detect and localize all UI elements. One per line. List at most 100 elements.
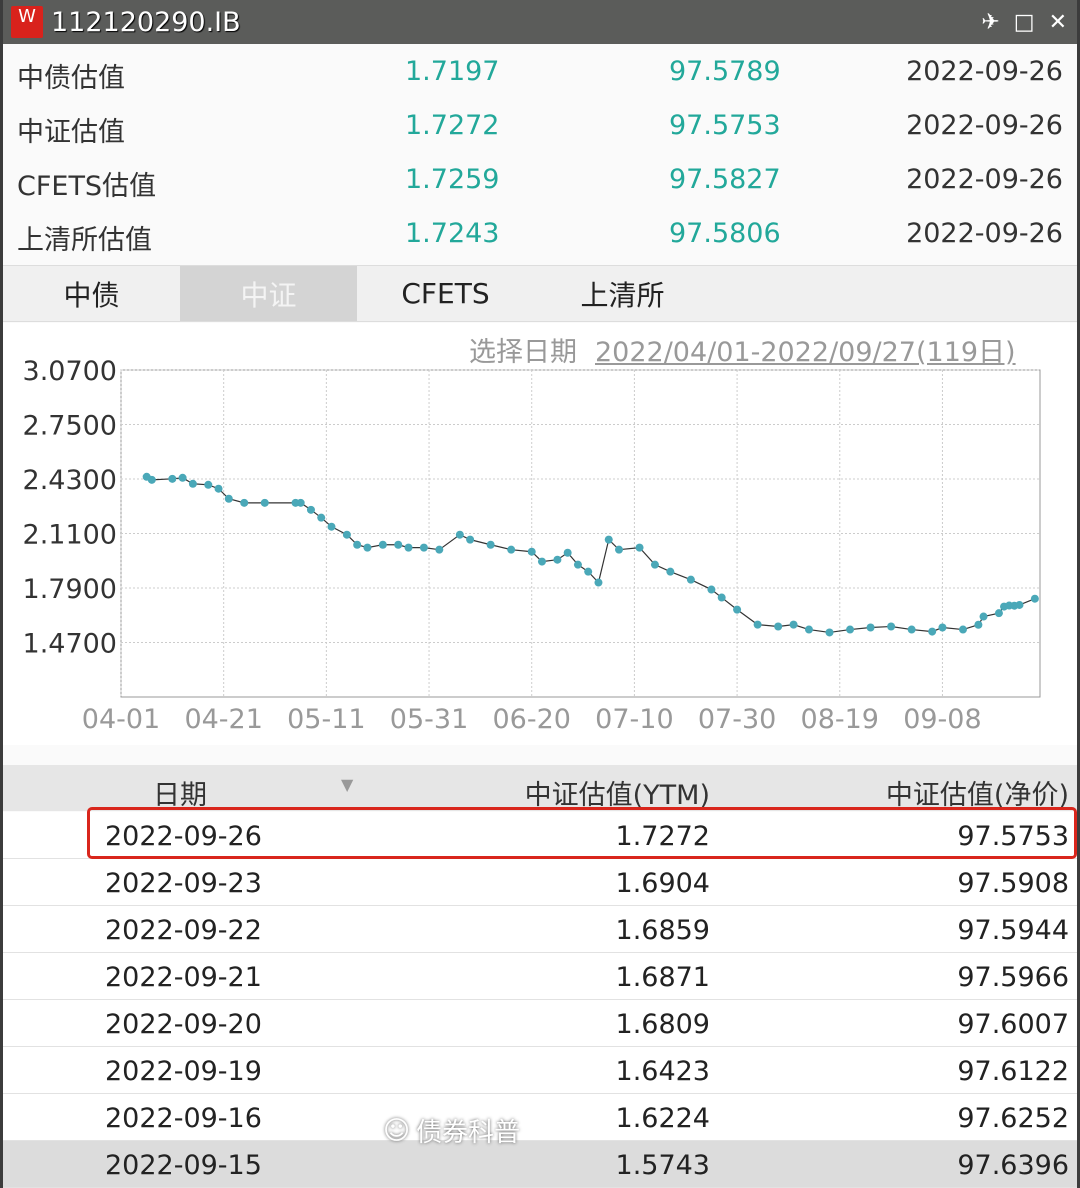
data-point bbox=[979, 612, 988, 621]
table-row[interactable]: 2022-09-19 1.6423 97.6122 bbox=[3, 1047, 1077, 1094]
column-header-ytm[interactable]: 中证估值(YTM) bbox=[524, 780, 710, 811]
cell-date: 2022-09-19 bbox=[105, 1056, 262, 1087]
data-point bbox=[527, 547, 536, 556]
table-row[interactable]: 2022-09-22 1.6859 97.5944 bbox=[3, 906, 1077, 953]
tab-2[interactable]: CFETS bbox=[401, 277, 490, 310]
tab-1[interactable]: 中证 bbox=[180, 266, 357, 321]
x-tick-label: 05-31 bbox=[390, 704, 468, 735]
cell-ytm: 1.5743 bbox=[615, 1150, 710, 1181]
data-point bbox=[455, 530, 464, 539]
data-point bbox=[306, 505, 315, 514]
cell-ytm: 1.6224 bbox=[615, 1103, 710, 1134]
cell-ytm: 1.6859 bbox=[615, 915, 710, 946]
valuation-row: 中证估值 1.7272 97.5753 2022-09-26 bbox=[3, 98, 1077, 152]
data-point bbox=[353, 540, 362, 549]
data-point bbox=[317, 513, 326, 522]
maximize-icon[interactable]: □ bbox=[1013, 9, 1035, 35]
table-row[interactable]: 2022-09-20 1.6809 97.6007 bbox=[3, 1000, 1077, 1047]
valuation-label: 中债估值 bbox=[17, 63, 125, 94]
data-point bbox=[604, 535, 613, 544]
data-point bbox=[240, 498, 249, 507]
tab-0[interactable]: 中债 bbox=[63, 278, 120, 312]
data-point bbox=[419, 543, 428, 552]
valuation-date: 2022-09-26 bbox=[906, 110, 1063, 141]
x-tick-label: 05-11 bbox=[287, 704, 365, 735]
data-point bbox=[717, 593, 726, 602]
data-point bbox=[774, 622, 783, 631]
data-point bbox=[887, 622, 896, 631]
table-row[interactable]: 2022-09-16 1.6224 97.6252 bbox=[3, 1094, 1077, 1141]
x-tick-label: 08-19 bbox=[801, 704, 879, 735]
cell-ytm: 1.7272 bbox=[615, 821, 710, 852]
data-point bbox=[507, 545, 516, 554]
data-point bbox=[378, 540, 387, 549]
title-bar[interactable]: W 112120290.IB ✈ □ ✕ bbox=[3, 0, 1077, 44]
cell-date: 2022-09-22 bbox=[105, 915, 262, 946]
wind-logo-icon: W bbox=[11, 6, 43, 38]
column-header-date[interactable]: 日期 bbox=[153, 780, 207, 811]
data-point bbox=[435, 545, 444, 554]
table-row[interactable]: 2022-09-26 1.7272 97.5753 bbox=[3, 812, 1077, 859]
data-point bbox=[928, 627, 937, 636]
cell-price: 97.6252 bbox=[957, 1103, 1069, 1134]
valuation-date: 2022-09-26 bbox=[906, 56, 1063, 87]
valuation-label: 中证估值 bbox=[17, 117, 125, 148]
valuation-price: 97.5827 bbox=[669, 164, 781, 195]
date-range-link[interactable]: 2022/04/01-2022/09/27(119日) bbox=[595, 337, 1016, 368]
data-point bbox=[866, 623, 875, 632]
table-row[interactable]: 2022-09-23 1.6904 97.5908 bbox=[3, 859, 1077, 906]
valuation-row: CFETS估值 1.7259 97.5827 2022-09-26 bbox=[3, 152, 1077, 206]
x-tick-label: 04-21 bbox=[184, 704, 262, 735]
valuation-price: 97.5806 bbox=[669, 218, 781, 249]
cell-ytm: 1.6871 bbox=[615, 962, 710, 993]
wechat-icon: ☺ bbox=[383, 1115, 411, 1146]
data-point bbox=[804, 625, 813, 634]
data-point bbox=[188, 479, 197, 488]
valuation-row: 中债估值 1.7197 97.5789 2022-09-26 bbox=[3, 44, 1077, 98]
x-tick-label: 06-20 bbox=[492, 704, 570, 735]
data-point bbox=[178, 473, 187, 482]
close-icon[interactable]: ✕ bbox=[1048, 9, 1067, 35]
x-tick-label: 07-30 bbox=[698, 704, 776, 735]
data-point bbox=[342, 530, 351, 539]
data-point bbox=[974, 620, 983, 629]
data-point bbox=[204, 480, 213, 489]
data-point bbox=[486, 540, 495, 549]
data-point bbox=[214, 484, 223, 493]
tab-3[interactable]: 上清所 bbox=[580, 278, 665, 312]
sort-desc-icon[interactable]: ▼ bbox=[341, 775, 354, 794]
cell-date: 2022-09-20 bbox=[105, 1009, 262, 1040]
data-point bbox=[224, 494, 233, 503]
data-point bbox=[733, 605, 742, 614]
y-tick-label: 2.7500 bbox=[23, 411, 117, 442]
valuation-ytm: 1.7259 bbox=[405, 164, 500, 195]
cell-date: 2022-09-26 bbox=[105, 821, 262, 852]
bond-window: W 112120290.IB ✈ □ ✕ 中债估值 1.7197 97.5789 20… bbox=[3, 0, 1077, 1188]
valuation-date: 2022-09-26 bbox=[906, 218, 1063, 249]
data-point bbox=[553, 555, 562, 564]
data-point bbox=[846, 625, 855, 634]
cell-price: 97.5944 bbox=[957, 915, 1069, 946]
valuation-summary: 中债估值 1.7197 97.5789 2022-09-26 中证估值 1.7272 97.… bbox=[3, 44, 1077, 260]
cell-price: 97.6396 bbox=[957, 1150, 1069, 1181]
cell-price: 97.5753 bbox=[957, 821, 1069, 852]
data-point bbox=[666, 567, 675, 576]
valuation-date: 2022-09-26 bbox=[906, 164, 1063, 195]
column-header-price[interactable]: 中证估值(净价) bbox=[885, 780, 1069, 811]
data-point bbox=[907, 625, 916, 634]
cell-price: 97.5908 bbox=[957, 868, 1069, 899]
data-point bbox=[168, 474, 177, 483]
valuation-price: 97.5753 bbox=[669, 110, 781, 141]
y-tick-label: 2.4300 bbox=[23, 465, 117, 496]
watermark: ☺ 债券科普 bbox=[383, 1112, 520, 1149]
data-point bbox=[753, 620, 762, 629]
window-title: 112120290.IB bbox=[51, 6, 241, 38]
data-point bbox=[635, 543, 644, 552]
data-point bbox=[594, 578, 603, 587]
table-row[interactable]: 2022-09-21 1.6871 97.5966 bbox=[3, 953, 1077, 1000]
data-point bbox=[147, 475, 156, 484]
cell-ytm: 1.6809 bbox=[615, 1009, 710, 1040]
pin-icon[interactable]: ✈ bbox=[981, 9, 1000, 35]
valuation-ytm: 1.7272 bbox=[405, 110, 500, 141]
table-row[interactable]: 2022-09-15 1.5743 97.6396 bbox=[3, 1141, 1077, 1188]
